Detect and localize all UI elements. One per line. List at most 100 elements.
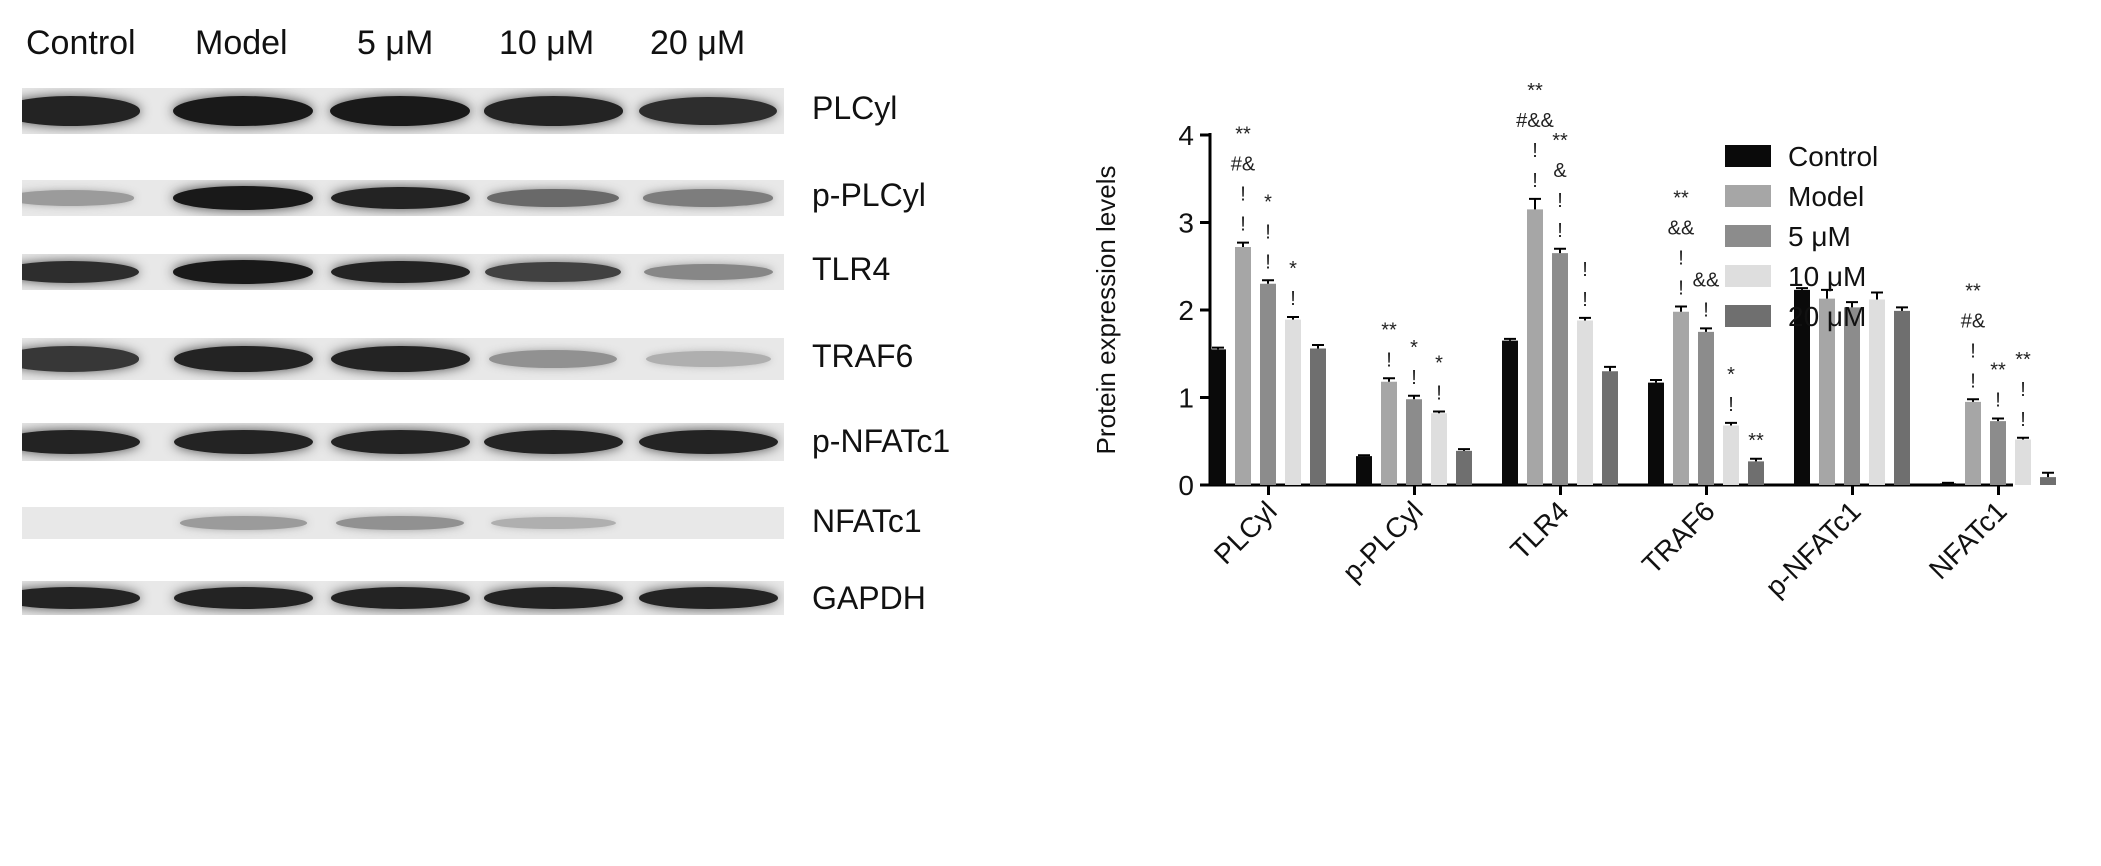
significance-mark: ! (1240, 184, 1246, 206)
y-axis-label: Protein expression levels (1091, 165, 1121, 454)
blot-band (638, 429, 778, 454)
significance-mark: ! (1970, 370, 1976, 392)
significance-mark: ! (1240, 214, 1246, 236)
significance-mark: #&& (1516, 110, 1554, 132)
significance-mark: ** (1235, 124, 1251, 146)
y-tick-label: 4 (1178, 120, 1194, 151)
blot-band (487, 188, 619, 208)
legend-label: 20 μM (1788, 301, 1866, 332)
blot-band (490, 516, 616, 530)
significance-mark: ! (1678, 278, 1684, 300)
blot-band (22, 587, 140, 609)
blot-band (483, 96, 623, 126)
x-tick-label: PLCyl (1208, 495, 1283, 570)
legend-swatch (1725, 185, 1771, 207)
blot-band (489, 349, 617, 369)
blot-band (22, 96, 140, 126)
significance-mark: ! (1265, 251, 1271, 273)
significance-mark: ! (1970, 340, 1976, 362)
blot-band (485, 261, 621, 283)
blot-band (330, 186, 470, 210)
bar (1940, 483, 1956, 485)
significance-mark: #& (1231, 154, 1256, 176)
legend-swatch (1725, 225, 1771, 247)
blot-band (330, 260, 470, 284)
blot-band (22, 190, 134, 206)
significance-mark: ** (1552, 130, 1568, 152)
bar (1406, 399, 1422, 485)
blot-band (179, 516, 307, 530)
significance-mark: * (1727, 364, 1735, 386)
legend-label: 5 μM (1788, 221, 1851, 252)
bar (1794, 289, 1810, 485)
significance-mark: * (1289, 258, 1297, 280)
significance-mark: ! (1290, 288, 1296, 310)
bar (1381, 381, 1397, 485)
blot-band (643, 263, 773, 281)
significance-mark: ** (1965, 280, 1981, 302)
lane-label: 20 μM (650, 24, 746, 62)
blot-band (483, 429, 623, 454)
lane-label: 10 μM (499, 24, 595, 62)
protein-label: GAPDH (812, 580, 926, 616)
lane-label: 5 μM (357, 24, 434, 62)
significance-mark: ** (2015, 349, 2031, 371)
blot-band (643, 189, 773, 207)
significance-mark: ** (1748, 430, 1764, 452)
blot-band (336, 515, 464, 531)
bar (1869, 299, 1885, 485)
bar (1235, 247, 1251, 485)
y-tick-label: 0 (1178, 470, 1194, 501)
significance-mark: & (1553, 160, 1567, 182)
bar (2040, 477, 2056, 485)
blot-band (639, 96, 777, 126)
blot-membrane-row (22, 423, 784, 461)
blot-band (173, 587, 313, 609)
significance-mark: ! (1582, 289, 1588, 311)
y-tick-label: 2 (1178, 295, 1194, 326)
significance-mark: #& (1961, 310, 1986, 332)
significance-mark: ! (1386, 349, 1392, 371)
bar (1648, 382, 1664, 485)
significance-mark: && (1693, 269, 1720, 291)
protein-label: p-NFATc1 (812, 423, 951, 459)
bar (1748, 461, 1764, 485)
significance-mark: ** (1527, 80, 1543, 102)
blot-membrane-row (22, 581, 784, 615)
significance-mark: ! (1532, 170, 1538, 192)
significance-mark: ! (2020, 379, 2026, 401)
x-tick-label: TLR4 (1504, 495, 1574, 565)
legend-swatch (1725, 145, 1771, 167)
bar (1210, 349, 1226, 485)
significance-mark: ! (1265, 221, 1271, 243)
bar (1502, 340, 1518, 485)
protein-label: NFATc1 (812, 503, 922, 539)
blot-membrane-row (22, 338, 784, 380)
blot-band (173, 186, 313, 210)
blot-membrane-row (22, 88, 784, 134)
significance-mark: * (1264, 191, 1272, 213)
blot-band (173, 96, 313, 126)
significance-mark: ! (1557, 190, 1563, 212)
significance-mark: ! (1728, 394, 1734, 416)
x-tick-label: TRAF6 (1636, 495, 1721, 580)
significance-mark: ! (1678, 248, 1684, 270)
lane-label: Control (26, 24, 136, 62)
blot-membrane-row (22, 507, 784, 539)
blot-band (330, 587, 470, 609)
y-tick-label: 1 (1178, 383, 1194, 414)
western-blot-panel: Control Model 5 μM 10 μM 20 μM PLCyl p-PLCyl T… (22, 24, 951, 616)
bar (1602, 371, 1618, 485)
significance-mark: ** (1673, 188, 1689, 210)
legend-label: Model (1788, 181, 1864, 212)
protein-label: PLCyl (812, 90, 898, 126)
blot-band (645, 350, 771, 368)
blot-band (638, 587, 778, 609)
bar (1285, 319, 1301, 485)
x-tick-label: NFATc1 (1923, 495, 2013, 585)
significance-mark: ! (1411, 367, 1417, 389)
blot-band (173, 260, 313, 284)
protein-label: p-PLCyl (812, 177, 926, 213)
legend-label: Control (1788, 141, 1878, 172)
